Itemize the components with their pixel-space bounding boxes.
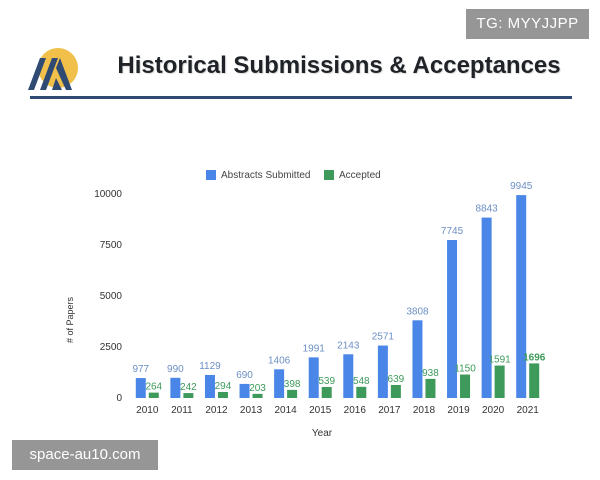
x-tick-label: 2014	[275, 405, 298, 416]
watermark-bottom-left: space-au10.com	[12, 440, 158, 470]
x-tick-label: 2021	[517, 405, 540, 416]
bar-submitted	[170, 377, 181, 398]
data-label-accepted: 1150	[454, 364, 476, 375]
x-tick-label: 2016	[344, 405, 367, 416]
bar-submitted	[308, 357, 319, 398]
data-label-submitted: 690	[236, 370, 253, 381]
data-label-submitted: 9945	[510, 181, 533, 192]
data-label-submitted: 7745	[441, 226, 464, 237]
bar-submitted	[516, 195, 527, 398]
y-axis-label: # of Papers	[65, 296, 75, 343]
bar-accepted	[425, 378, 436, 398]
bar-accepted	[217, 392, 228, 398]
x-axis-label: Year	[312, 428, 333, 439]
data-label-submitted: 990	[167, 364, 184, 375]
data-label-submitted: 1406	[268, 355, 291, 366]
data-label-accepted: 938	[422, 368, 439, 379]
x-tick-label: 2017	[378, 405, 401, 416]
data-label-submitted: 1991	[303, 343, 326, 354]
bar-accepted	[529, 363, 540, 398]
bar-submitted	[447, 240, 458, 398]
x-tick-label: 2020	[482, 405, 505, 416]
data-label-accepted: 1696	[523, 352, 546, 363]
x-axis-ticks: 2010 2011 2012 2013 2014 2015 2016 2017 2018 2019…	[136, 405, 539, 416]
y-tick-label: 10000	[94, 189, 122, 200]
data-label-accepted: 548	[353, 376, 370, 387]
y-tick-label: 7500	[100, 240, 123, 251]
data-label-accepted: 294	[215, 381, 232, 392]
data-label-accepted: 639	[388, 374, 405, 385]
data-label-submitted: 1129	[199, 361, 221, 372]
logo-icon	[28, 48, 78, 90]
bar-accepted	[183, 393, 194, 398]
bar-submitted	[204, 374, 215, 398]
bar-submitted	[377, 345, 388, 398]
bar-accepted	[494, 365, 505, 398]
bar-accepted	[390, 384, 401, 398]
y-axis-ticks: 0 2500 5000 7500 10000	[94, 189, 122, 404]
bar-submitted	[412, 320, 423, 398]
y-tick-label: 2500	[100, 342, 123, 353]
bar-accepted	[148, 392, 159, 398]
data-label-accepted: 539	[318, 376, 335, 387]
watermark-top-right: TG: MYYJJPP	[466, 9, 589, 39]
bar-submitted	[343, 354, 354, 398]
data-label-accepted: 398	[284, 379, 301, 390]
legend: Abstracts Submitted Accepted	[206, 170, 381, 181]
bar-accepted	[287, 389, 298, 398]
data-label-submitted: 2571	[372, 332, 395, 343]
data-label-submitted: 8843	[476, 204, 499, 215]
x-tick-label: 2010	[136, 405, 159, 416]
data-label-submitted: 2143	[337, 340, 360, 351]
data-label-submitted: 977	[132, 364, 149, 375]
bar-submitted	[135, 378, 146, 398]
bar-accepted	[321, 387, 332, 398]
y-tick-label: 5000	[100, 291, 123, 302]
x-tick-label: 2011	[171, 405, 193, 416]
bar-submitted	[481, 217, 492, 398]
bar-accepted	[356, 386, 367, 398]
legend-label-accepted: Accepted	[339, 170, 381, 181]
data-label-accepted: 242	[180, 382, 197, 393]
page-title: Historical Submissions & Acceptances	[117, 52, 561, 79]
data-label-submitted: 3808	[406, 306, 429, 317]
bar-accepted	[252, 393, 263, 398]
legend-label-submitted: Abstracts Submitted	[221, 170, 310, 181]
x-tick-label: 2012	[205, 405, 228, 416]
bar-chart: Abstracts Submitted Accepted # of Papers…	[65, 170, 546, 439]
bar-accepted	[460, 374, 471, 398]
data-label-accepted: 264	[145, 382, 162, 393]
bar-submitted	[239, 383, 250, 398]
x-tick-label: 2013	[240, 405, 263, 416]
bar-submitted	[274, 369, 285, 398]
x-tick-label: 2015	[309, 405, 332, 416]
data-label-accepted: 203	[249, 383, 266, 394]
y-tick-label: 0	[116, 393, 122, 404]
legend-swatch-submitted	[206, 170, 216, 180]
x-tick-label: 2019	[447, 405, 470, 416]
data-label-accepted: 1591	[489, 355, 512, 366]
x-tick-label: 2018	[413, 405, 436, 416]
chart-container: Abstracts Submitted Accepted # of Papers…	[40, 160, 585, 440]
legend-swatch-accepted	[324, 170, 334, 180]
header-divider	[30, 96, 572, 99]
